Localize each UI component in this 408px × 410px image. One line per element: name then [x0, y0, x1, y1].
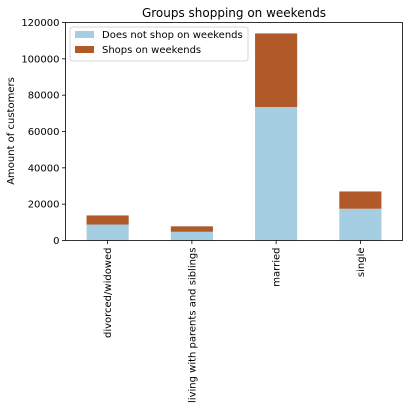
- legend-label-1: Shops on weekends: [102, 45, 201, 56]
- bars: [86, 33, 382, 241]
- y-tick-label-5: 100000: [21, 54, 59, 65]
- y-tick-label-2: 40000: [28, 163, 60, 174]
- y-axis-ticks: 0 20000 40000 60000 80000 100000 120000: [21, 18, 66, 247]
- chart-title: Groups shopping on weekends: [142, 6, 326, 20]
- y-tick-label-3: 60000: [28, 127, 60, 138]
- bar-weekend-0: [86, 215, 129, 225]
- x-tick-label-1: living with parents and siblings: [187, 248, 198, 403]
- y-tick-label-4: 80000: [28, 91, 60, 102]
- legend-swatch-1: [75, 46, 94, 53]
- bar-weekend-2: [255, 33, 298, 107]
- plot-frame: [65, 22, 403, 241]
- x-axis-ticks: divorced/widowed living with parents and …: [103, 240, 367, 403]
- y-tick-label-0: 0: [53, 236, 59, 247]
- bar-weekend-3: [339, 191, 382, 209]
- bar-no-weekend-2: [255, 106, 298, 241]
- bar-no-weekend-3: [339, 208, 382, 241]
- x-tick-label-2: married: [272, 248, 283, 287]
- legend-label-0: Does not shop on weekends: [102, 30, 243, 41]
- x-tick-label-0: divorced/widowed: [103, 248, 114, 339]
- legend: Does not shop on weekends Shops on weeken…: [69, 26, 249, 62]
- y-axis-label: Amount of customers: [6, 77, 17, 185]
- bar-no-weekend-0: [86, 224, 129, 241]
- legend-box: [69, 26, 249, 62]
- y-tick-label-1: 20000: [28, 200, 60, 211]
- x-tick-label-3: single: [356, 248, 367, 278]
- y-tick-label-6: 120000: [21, 18, 59, 29]
- legend-swatch-0: [75, 31, 94, 38]
- bar-weekend-1: [170, 226, 213, 232]
- bar-no-weekend-1: [170, 231, 213, 241]
